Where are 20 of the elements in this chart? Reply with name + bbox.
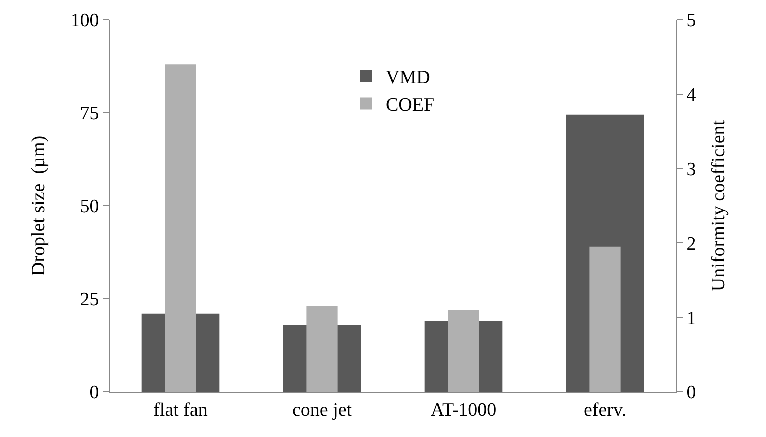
y2-tick-label: 0 bbox=[686, 382, 696, 404]
x-tick-label: eferv. bbox=[584, 400, 627, 421]
x-tick-label: cone jet bbox=[292, 400, 353, 421]
y2-axis-title: Uniformity coefficient bbox=[708, 120, 730, 292]
x-tick-label: AT-1000 bbox=[430, 400, 497, 421]
y2-tick-label: 3 bbox=[686, 159, 696, 180]
y2-tick-label: 5 bbox=[686, 10, 696, 32]
legend-label: VMD bbox=[386, 67, 430, 88]
bar bbox=[590, 246, 621, 392]
y-tick-label: 75 bbox=[80, 104, 100, 125]
y-tick-label: 0 bbox=[90, 382, 100, 404]
x-tick-label: flat fan bbox=[154, 400, 208, 421]
y-tick-label: 100 bbox=[70, 10, 100, 32]
y2-tick-label: 1 bbox=[686, 308, 696, 330]
y2-tick-label: 4 bbox=[686, 85, 697, 106]
y2-tick-label: 2 bbox=[686, 234, 696, 255]
y-axis-title: Droplet size (µm) bbox=[28, 136, 50, 276]
y-tick-label: 50 bbox=[80, 196, 100, 218]
legend-label: COEF bbox=[386, 95, 435, 116]
y-tick-label: 25 bbox=[80, 290, 100, 311]
